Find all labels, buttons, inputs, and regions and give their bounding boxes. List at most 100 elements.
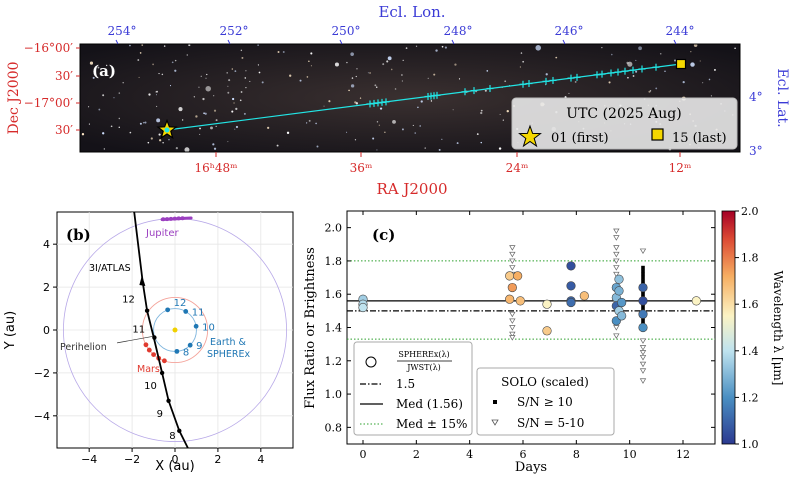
legend-first-label: 01 (first) [551,131,609,146]
y-tick-label: 1.8 [325,255,343,268]
y-tick-label: 0.8 [325,421,343,434]
star [206,73,208,76]
earth-mark-label: 12 [174,298,187,309]
star [198,86,200,88]
star [574,80,577,83]
solo-low-point [509,325,516,331]
legend-ratio-marker [365,356,377,368]
star [475,90,477,93]
solo-high-point [641,265,645,270]
solo-low-point [639,338,647,344]
star [414,132,417,134]
star [156,90,158,93]
star [419,125,421,127]
star [276,144,279,147]
solo-low-point [613,228,620,235]
star [498,147,502,150]
y-tick-label: −2 [34,367,50,380]
colorbar-label: Wavelength λ [μm] [771,270,785,385]
ecl-lon-tick [339,39,343,45]
comet-track [156,58,687,140]
solo-low-point [613,325,620,331]
star [92,76,95,79]
star [181,119,184,121]
solo-low-point [613,251,620,258]
solo-low-point [509,318,516,324]
panel-c: 0 2 4 6 8 10 120.81.01.21.41.61.82.0 (c) Days … [303,205,785,475]
colorbar [721,210,736,445]
star [506,109,509,113]
star [710,95,712,97]
star [441,45,444,48]
star [241,56,244,59]
star [405,47,408,49]
solo-high-point [641,272,645,277]
ratio-point [507,282,517,293]
star [102,94,105,97]
star [299,79,302,82]
star [401,128,404,131]
solo-low-point [509,251,516,258]
comet-arrow [139,275,146,287]
star [690,51,692,53]
solo-low-point [639,248,647,255]
legend-solo-low-marker [491,419,499,426]
star [502,119,504,121]
star [122,82,124,84]
ratio-point [617,311,627,321]
star [88,106,90,108]
star [374,84,377,87]
panel-c-legend-main: SPHEREx(λ) JWST(λ) 1.5 Med (1.56) Med ± … [353,341,473,436]
x-tick-label: 2 [214,453,221,466]
ratio-point [542,299,552,309]
star [480,111,483,115]
dec-tick-label: 30′ [55,123,73,137]
star [438,148,441,151]
star [257,64,260,66]
star [664,70,666,73]
star [420,100,423,103]
star [261,81,264,84]
ra-tick-label: 12ᵐ [669,161,692,175]
star [267,126,270,129]
star [118,117,121,120]
star [162,142,164,144]
star [152,63,154,66]
star [632,75,635,77]
panel-b: −4 −4 −2 −2 0 0 2 2 4 4 X (au) Y (au) (b) Jupiter… [3,211,294,474]
ratio-point [614,274,624,284]
mars-label: Mars [137,364,160,375]
star [200,75,202,77]
star [480,141,482,144]
star [350,84,355,88]
legend-solo-high-label: S/N ≥ 10 [517,395,573,409]
star [444,46,447,49]
ecl-lon-tick [451,39,455,45]
star [175,146,178,150]
dec-ticks: −16°00′ 30′ −17°00′ 30′ [24,41,80,137]
star [390,68,393,71]
star [454,63,457,66]
star [734,47,736,50]
y-tick-label: 2 [43,281,50,294]
star [415,45,418,47]
solo-low-point [613,245,620,251]
star [129,131,132,134]
jupiter-point [168,216,173,221]
ecl-lon-tick-label: 246° [555,24,584,38]
star [306,76,309,78]
jupiter-point [176,216,181,221]
solo-low-point [639,345,647,351]
star [545,73,548,76]
star [610,53,613,56]
ratio-point [566,297,576,308]
solo-low-point [639,350,647,356]
comet-point [152,335,157,340]
star [394,88,397,90]
ratio-point [505,294,515,304]
mars-point [151,352,157,358]
panel-c-ticks: 0 2 4 6 8 10 12 0.8 1.0 1.2 1.4 1.6 1.8 2.0 [325,211,715,461]
orbits [63,211,287,449]
y-tick-label: −4 [34,410,50,423]
